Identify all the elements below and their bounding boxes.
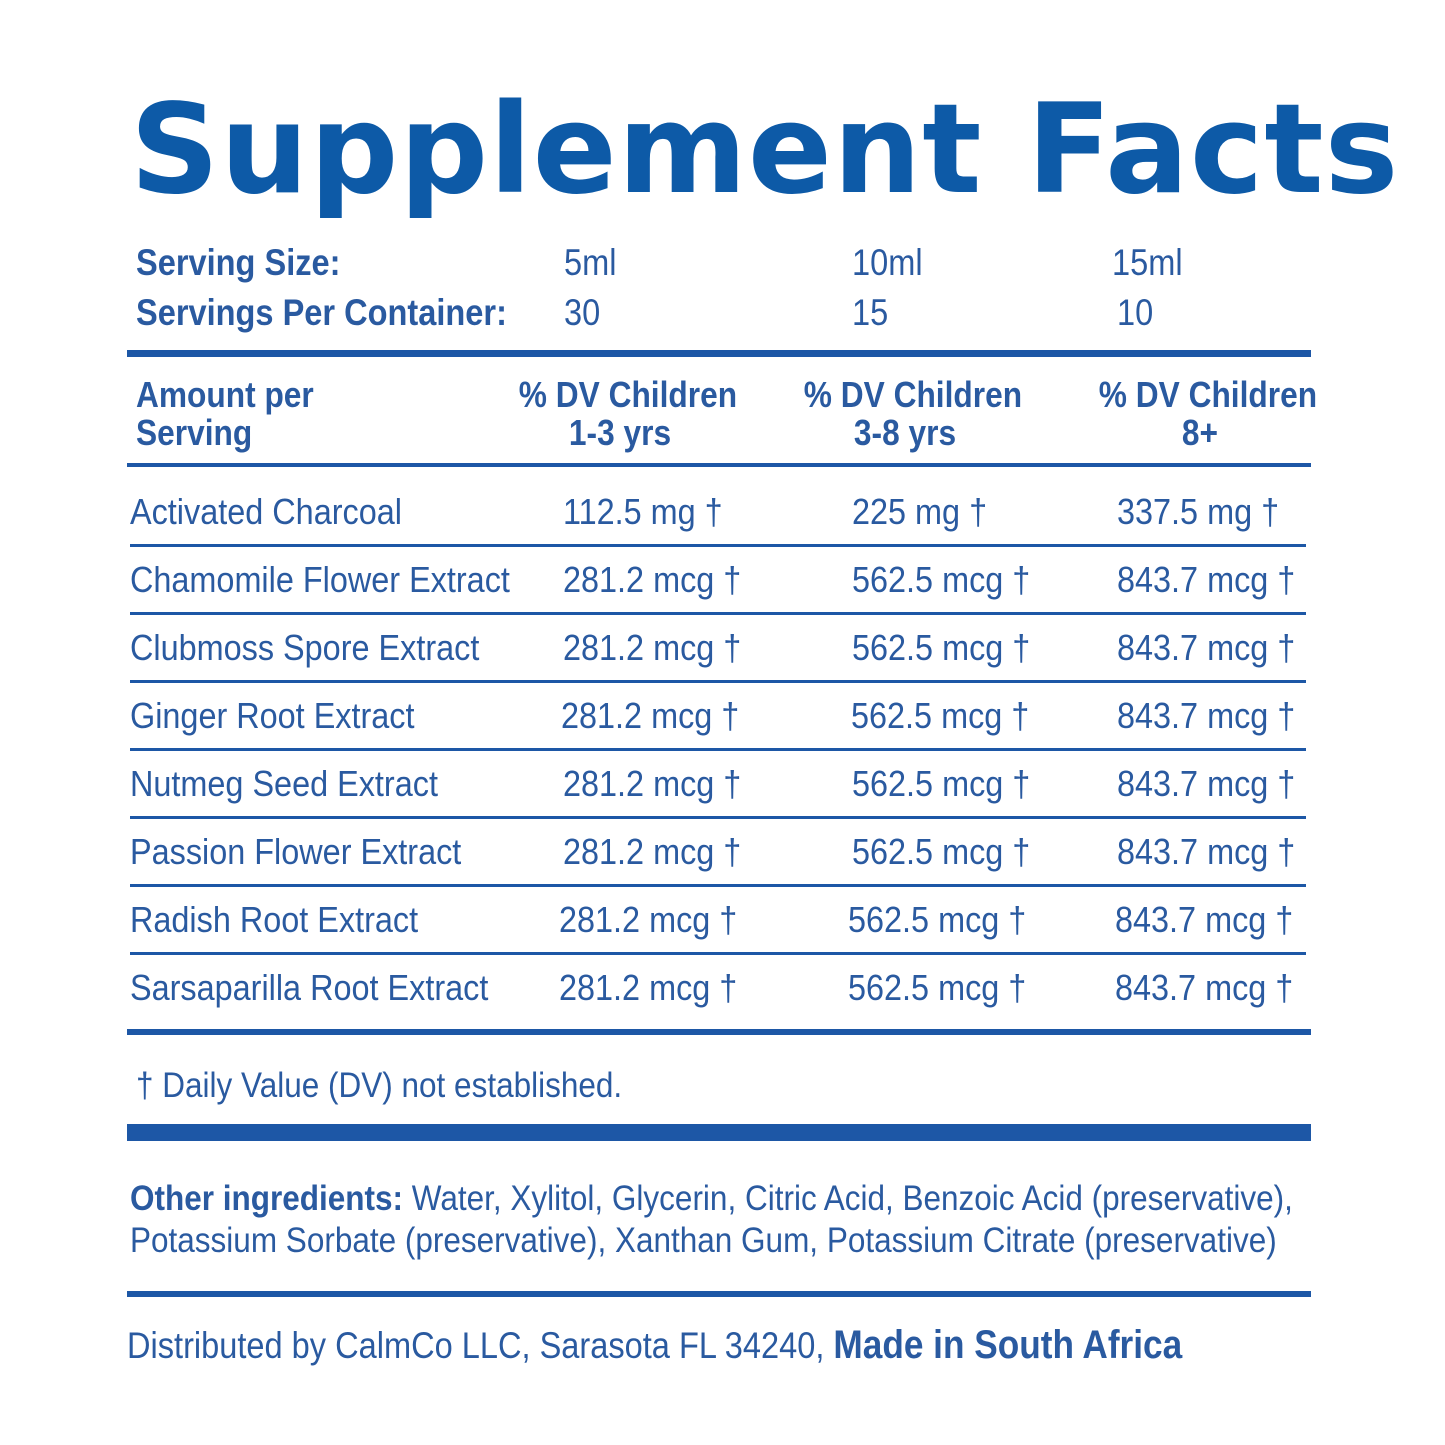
- page-title: Supplement Facts: [130, 78, 1400, 222]
- row-divider: [130, 816, 1306, 819]
- ingredient-value: 281.2 mcg †: [563, 559, 742, 600]
- ingredient-name: Clubmoss Spore Extract: [130, 627, 480, 668]
- ingredient-value: 843.7 mcg †: [1117, 763, 1296, 804]
- table-bottom-divider: [127, 1029, 1311, 1035]
- column-header-children-1-3: % DV Children 1-3 yrs: [518, 374, 738, 453]
- ingredient-value: 281.2 mcg †: [559, 967, 738, 1008]
- servings-per-container-value: 30: [564, 292, 601, 333]
- serving-size-label: Serving Size:: [136, 242, 341, 283]
- serving-size-value: 10ml: [852, 242, 923, 283]
- ingredient-value: 281.2 mcg †: [561, 695, 740, 736]
- ingredient-value: 562.5 mcg †: [852, 763, 1031, 804]
- daily-value-footnote: † Daily Value (DV) not established.: [136, 1066, 623, 1105]
- ingredient-value: 843.7 mcg †: [1115, 899, 1294, 940]
- ingredient-value: 562.5 mcg †: [851, 695, 1030, 736]
- header-line: Amount per: [136, 374, 314, 415]
- row-divider: [130, 748, 1306, 751]
- servings-per-container-value: 10: [1117, 292, 1154, 333]
- row-divider: [130, 612, 1306, 615]
- ingredient-value: 562.5 mcg †: [848, 967, 1027, 1008]
- row-divider: [130, 952, 1306, 955]
- ingredient-value: 562.5 mcg †: [852, 831, 1031, 872]
- ingredient-name: Chamomile Flower Extract: [130, 559, 510, 600]
- origin-text: Made in South Africa: [833, 1323, 1183, 1367]
- ingredient-value: 843.7 mcg †: [1117, 831, 1296, 872]
- other-ingredients-text: Water, Xylitol, Glycerin, Citric Acid, B…: [403, 1179, 1293, 1218]
- ingredient-value: 562.5 mcg †: [852, 559, 1031, 600]
- header-line: % DV Children: [1098, 374, 1318, 415]
- column-header-children-3-8: % DV Children 3-8 yrs: [803, 374, 1023, 453]
- ingredient-value: 843.7 mcg †: [1117, 627, 1296, 668]
- servings-per-container-label: Servings Per Container:: [136, 292, 507, 333]
- header-line: % DV Children: [803, 374, 1023, 415]
- thick-divider: [127, 1124, 1311, 1141]
- ingredient-value: 843.7 mcg †: [1115, 967, 1294, 1008]
- serving-size-value: 15ml: [1112, 242, 1183, 283]
- row-divider: [130, 884, 1306, 887]
- distributor-text: Distributed by CalmCo LLC, Sarasota FL 3…: [127, 1325, 834, 1366]
- ingredient-value: 112.5 mg †: [563, 491, 723, 532]
- ingredient-name: Sarsaparilla Root Extract: [130, 967, 489, 1008]
- row-divider: [130, 544, 1306, 547]
- column-header-children-8-plus: % DV Children 8+: [1098, 374, 1318, 453]
- other-ingredients-line: Other ingredients: Water, Xylitol, Glyce…: [130, 1178, 1293, 1220]
- header-line: 1-3 yrs: [568, 412, 672, 453]
- header-divider: [127, 463, 1311, 467]
- ingredient-value: 281.2 mcg †: [563, 763, 742, 804]
- ingredient-value: 843.7 mcg †: [1117, 695, 1296, 736]
- ingredient-value: 337.5 mg †: [1117, 491, 1280, 532]
- other-ingredients: Other ingredients: Water, Xylitol, Glyce…: [130, 1178, 1293, 1262]
- amount-per-serving-header: Amount per Serving: [136, 376, 314, 452]
- other-ingredients-label: Other ingredients:: [130, 1179, 404, 1218]
- serving-size-value: 5ml: [564, 242, 617, 283]
- distribution-info: Distributed by CalmCo LLC, Sarasota FL 3…: [127, 1323, 1182, 1368]
- ingredient-value: 281.2 mcg †: [563, 627, 742, 668]
- header-line: % DV Children: [518, 374, 738, 415]
- header-line: 3-8 yrs: [853, 412, 957, 453]
- header-line: Serving: [136, 412, 253, 453]
- section-divider: [127, 1291, 1311, 1297]
- row-divider: [130, 680, 1306, 683]
- ingredient-name: Activated Charcoal: [130, 491, 402, 532]
- ingredient-name: Nutmeg Seed Extract: [130, 763, 438, 804]
- header-line: 8+: [1181, 412, 1219, 453]
- ingredient-value: 843.7 mcg †: [1117, 559, 1296, 600]
- other-ingredients-line: Potassium Sorbate (preservative), Xantha…: [130, 1221, 1277, 1260]
- ingredient-name: Radish Root Extract: [130, 899, 419, 940]
- servings-per-container-value: 15: [852, 292, 889, 333]
- ingredient-name: Passion Flower Extract: [130, 831, 462, 872]
- ingredient-value: 281.2 mcg †: [563, 831, 742, 872]
- ingredient-value: 562.5 mcg †: [852, 627, 1031, 668]
- ingredient-value: 281.2 mcg †: [559, 899, 738, 940]
- section-divider: [127, 350, 1311, 357]
- ingredient-value: 562.5 mcg †: [848, 899, 1027, 940]
- ingredient-name: Ginger Root Extract: [130, 695, 415, 736]
- ingredient-value: 225 mg †: [852, 491, 988, 532]
